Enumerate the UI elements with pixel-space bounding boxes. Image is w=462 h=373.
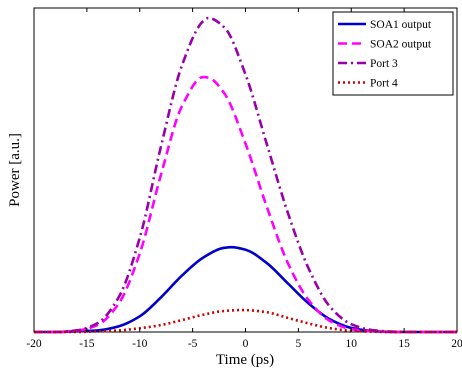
y-axis-label: Power [a.u.] xyxy=(7,133,23,207)
legend-label-2: SOA2 output xyxy=(370,39,432,51)
x-tick-label: -5 xyxy=(188,338,198,350)
legend-box xyxy=(332,11,454,96)
legend: SOA1 output SOA2 output Port 3 Port 4 xyxy=(332,11,454,96)
x-tick-label: 0 xyxy=(243,338,249,350)
ticks-layer: -20 -15 -10 -5 0 5 10 15 20 xyxy=(26,8,462,350)
x-tick-label: -20 xyxy=(26,338,42,350)
series-line-4 xyxy=(34,308,457,334)
x-tick-label: -10 xyxy=(132,338,148,350)
x-tick-label: 15 xyxy=(398,338,410,350)
series-line-3 xyxy=(34,16,457,334)
series-layer xyxy=(34,16,457,334)
legend-label-1: SOA1 output xyxy=(370,19,432,31)
legend-label-4: Port 4 xyxy=(370,78,398,90)
x-tick-label: 20 xyxy=(451,338,462,350)
x-tick-label: 5 xyxy=(296,338,302,350)
legend-label-3: Port 3 xyxy=(370,58,398,70)
x-tick-label: -15 xyxy=(79,338,95,350)
x-axis-label: Time (ps) xyxy=(216,352,274,368)
x-tick-label: 10 xyxy=(346,338,358,350)
